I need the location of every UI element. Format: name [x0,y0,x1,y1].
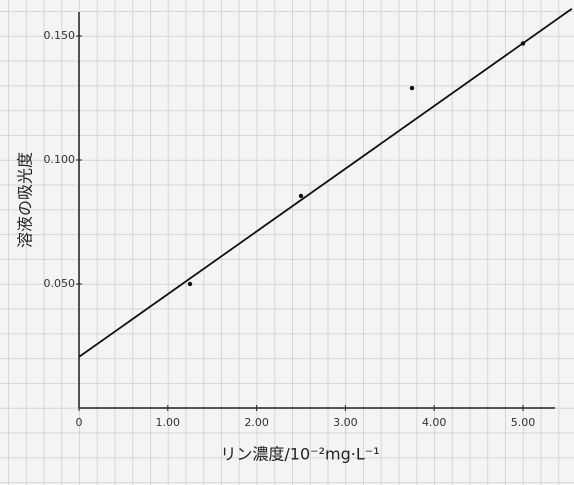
y-axis-label: 溶液の吸光度 [16,152,35,248]
point [410,86,414,90]
x-axis-label: リン濃度/10⁻²mg·L⁻¹ [220,445,379,464]
point [188,282,192,286]
y-tick-label: 0.050 [44,277,76,290]
fit-line [79,9,572,357]
point [299,194,303,198]
x-tick-label: 4.00 [422,416,447,429]
x-tick-label: 2.00 [244,416,269,429]
y-tick-label: 0.150 [44,29,76,42]
y-tick-label: 0.100 [44,153,76,166]
graph-paper: リン濃度/10⁻²mg·L⁻¹ 溶液の吸光度 0 1.00 2.00 3.00 4.00… [0,0,574,485]
x-tick-label: 1.00 [156,416,181,429]
x-tick-label: 0 [76,416,83,429]
x-tick-label: 5.00 [511,416,536,429]
chart: リン濃度/10⁻²mg·L⁻¹ 溶液の吸光度 0 1.00 2.00 3.00 4.00… [0,0,574,485]
x-tick-label: 3.00 [333,416,358,429]
